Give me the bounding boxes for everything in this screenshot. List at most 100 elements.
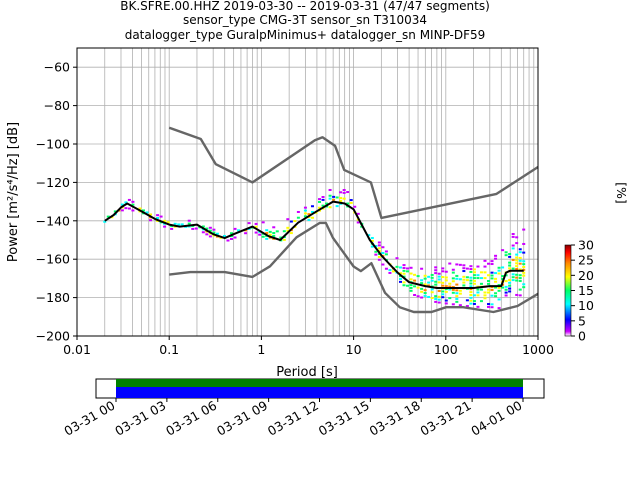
x-axis-label: Period [s]: [276, 365, 338, 380]
density-cell: [268, 230, 272, 233]
density-cell: [420, 296, 424, 299]
density-cell: [212, 231, 216, 234]
density-cell: [465, 267, 469, 270]
y-tick-label: −100: [36, 137, 70, 152]
density-cell: [430, 296, 434, 299]
density-cell: [472, 271, 476, 274]
colorbar-tick-label: 25: [578, 253, 594, 268]
density-cell: [472, 279, 476, 282]
coverage-blue-bar: [116, 387, 523, 398]
density-cell: [131, 203, 135, 206]
density-cell: [187, 219, 191, 222]
density-cell: [441, 290, 445, 293]
density-cell: [472, 277, 476, 280]
density-cell: [515, 262, 519, 265]
density-cell: [494, 295, 498, 298]
density-cell: [335, 196, 339, 199]
plot-area: 0.01 0.1 1 10 100 1000 −60 −80 −100 −120 −140 −160…: [6, 47, 554, 380]
y-tick-label: −200: [36, 329, 70, 344]
density-cell: [120, 203, 124, 206]
density-cell: [504, 254, 508, 257]
density-cell: [522, 283, 526, 286]
density-cell: [490, 306, 494, 309]
density-cell: [113, 210, 117, 213]
density-cell: [522, 286, 526, 289]
density-cell: [339, 191, 343, 194]
y-tick-label: −180: [36, 290, 70, 305]
density-cell: [501, 249, 505, 252]
time-tick-label: 03-31 12: [265, 398, 321, 439]
density-cell: [377, 244, 381, 247]
density-cell: [494, 292, 498, 295]
time-tick-label: 03-31 00: [61, 398, 117, 439]
density-cell: [511, 244, 515, 247]
density-cell: [222, 235, 226, 238]
density-cell: [455, 295, 459, 298]
density-cell: [490, 260, 494, 263]
density-cell: [515, 273, 519, 276]
density-cell: [395, 265, 399, 268]
density-cell: [434, 300, 438, 303]
density-cell: [437, 278, 441, 281]
density-cell: [511, 267, 515, 270]
density-cell: [515, 268, 519, 271]
density-cell: [384, 253, 388, 256]
colorbar-tick-label: 15: [578, 283, 594, 298]
density-cell: [381, 246, 385, 249]
density-cell: [384, 250, 388, 253]
density-cell: [434, 280, 438, 283]
density-cell: [504, 280, 508, 283]
density-cell: [398, 277, 402, 280]
density-cell: [515, 293, 519, 296]
density-cell: [522, 274, 526, 277]
density-cell: [515, 279, 519, 282]
density-cell: [504, 285, 508, 288]
density-cell: [215, 232, 219, 235]
density-cell: [455, 274, 459, 277]
density-cell: [374, 250, 378, 253]
density-cell: [455, 263, 459, 266]
density-cell: [170, 227, 174, 230]
density-cell: [462, 281, 466, 284]
density-cell: [476, 305, 480, 308]
density-cell: [434, 295, 438, 298]
title-line-3: datalogger_type GuralpMinimus+ datalogge…: [125, 28, 486, 42]
density-cell: [328, 206, 332, 209]
density-cell: [476, 294, 480, 297]
density-cell: [483, 294, 487, 297]
density-cell: [303, 206, 307, 209]
density-cell: [497, 307, 501, 310]
density-cell: [441, 284, 445, 287]
density-cell: [508, 287, 512, 290]
density-cell: [370, 245, 374, 248]
density-cell: [106, 215, 110, 218]
density-cell: [127, 198, 131, 201]
density-cell: [522, 266, 526, 269]
density-cell: [441, 270, 445, 273]
density-cell: [201, 225, 205, 228]
density-cell: [437, 272, 441, 275]
density-cell: [131, 200, 135, 203]
density-cell: [518, 279, 522, 282]
colorbar-label: [%]: [614, 182, 629, 204]
density-cell: [289, 232, 293, 235]
density-cell: [163, 219, 167, 222]
density-cell: [455, 300, 459, 303]
density-cell: [441, 276, 445, 279]
density-cell: [497, 266, 501, 269]
density-cell: [511, 235, 515, 238]
density-cell: [166, 221, 170, 224]
density-cell: [261, 221, 265, 224]
colorbar-tick-label: 10: [578, 298, 594, 313]
density-cell: [212, 228, 216, 231]
density-cell: [423, 294, 427, 297]
density-cell: [318, 206, 322, 209]
density-cell: [430, 273, 434, 276]
density-cell: [476, 265, 480, 268]
density-cell: [462, 270, 466, 273]
density-cell: [511, 258, 515, 261]
density-cell: [448, 288, 452, 291]
density-cell: [501, 266, 505, 269]
density-cell: [205, 233, 209, 236]
